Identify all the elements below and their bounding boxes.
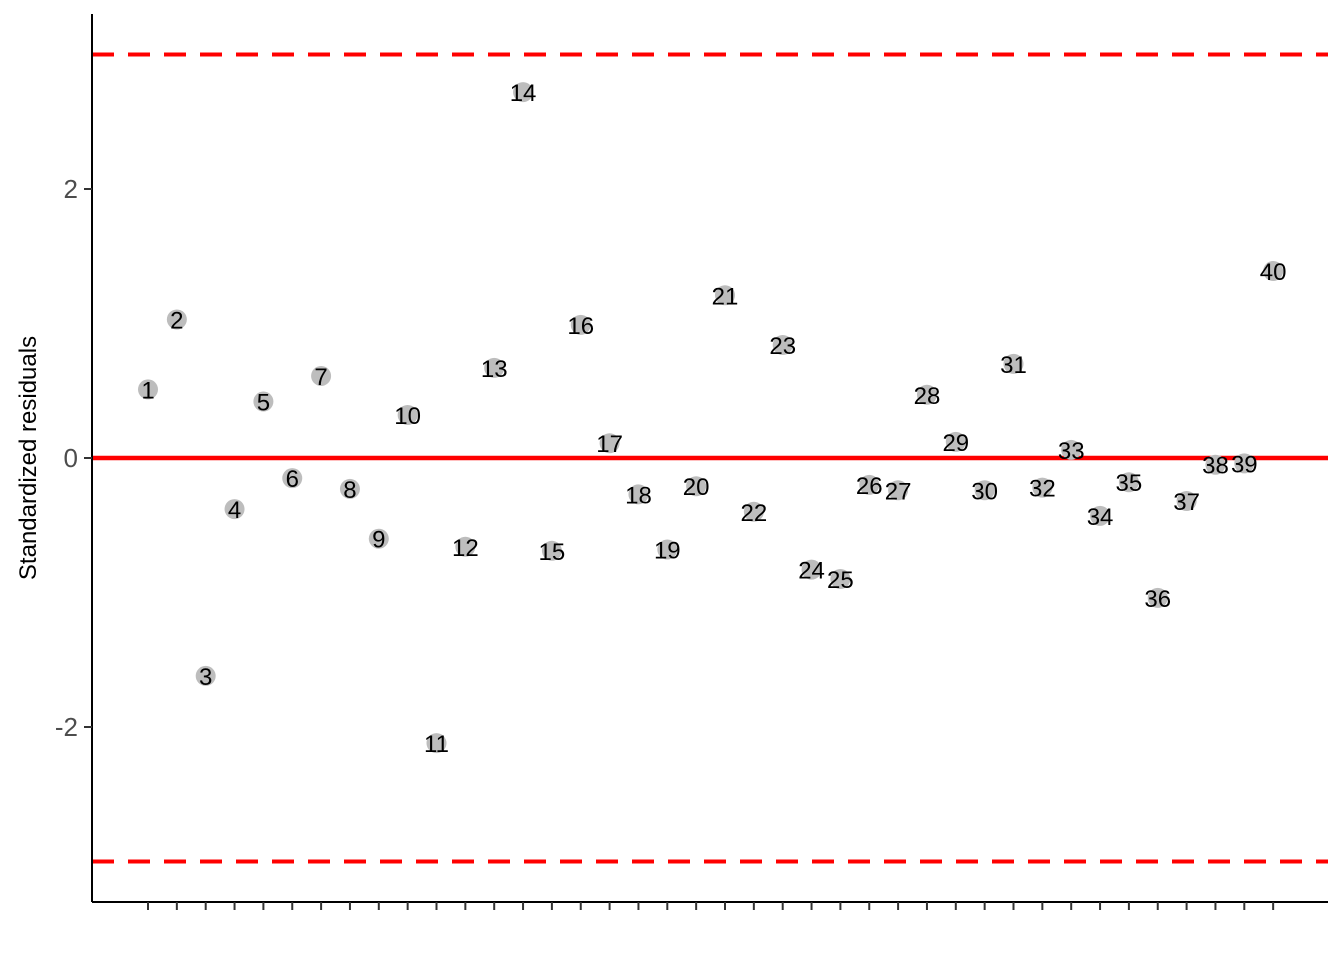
data-point xyxy=(339,478,360,499)
data-point xyxy=(138,379,158,400)
y-tick-label: 2 xyxy=(64,174,78,204)
point-label: 1 xyxy=(141,377,154,404)
data-point xyxy=(513,82,534,103)
point-label: 33 xyxy=(1058,438,1085,465)
data-point xyxy=(455,536,476,557)
point-label: 25 xyxy=(827,567,854,594)
point-label: 35 xyxy=(1116,470,1143,497)
data-point xyxy=(166,309,187,330)
data-point xyxy=(484,357,505,378)
point-label: 17 xyxy=(596,431,623,458)
point-label: 16 xyxy=(567,313,594,340)
data-point xyxy=(1234,453,1255,474)
data-point xyxy=(743,501,764,522)
point-label: 31 xyxy=(1000,352,1027,379)
points-layer xyxy=(138,82,1284,754)
data-point xyxy=(1176,491,1197,512)
point-label: 22 xyxy=(740,500,767,527)
data-point xyxy=(397,404,418,425)
y-tick-label: 0 xyxy=(64,443,78,473)
data-point xyxy=(1032,477,1053,498)
point-label: 21 xyxy=(712,283,739,310)
point-label: 23 xyxy=(769,333,796,360)
data-point xyxy=(916,384,937,405)
point-label: 39 xyxy=(1231,451,1258,478)
point-label: 20 xyxy=(683,474,710,501)
point-label: 34 xyxy=(1087,504,1114,531)
data-point xyxy=(686,476,707,497)
data-point xyxy=(1147,587,1168,608)
data-point xyxy=(1263,261,1284,282)
data-point xyxy=(859,474,880,495)
data-point xyxy=(801,559,822,580)
data-point xyxy=(368,528,389,549)
data-point xyxy=(426,733,447,754)
point-label: 8 xyxy=(343,477,356,504)
point-label: 12 xyxy=(452,535,479,562)
data-point xyxy=(1205,454,1226,475)
point-label: 4 xyxy=(228,497,241,524)
point-label: 18 xyxy=(625,482,652,509)
data-point xyxy=(311,365,332,386)
data-point xyxy=(599,433,620,454)
point-label: 19 xyxy=(654,537,681,564)
point-label: 32 xyxy=(1029,476,1056,503)
data-point xyxy=(1090,505,1111,526)
data-point xyxy=(974,480,995,501)
data-point xyxy=(195,665,216,686)
point-label: 40 xyxy=(1260,259,1287,286)
data-point xyxy=(772,335,793,356)
data-point xyxy=(715,285,735,306)
point-label: 6 xyxy=(286,466,299,493)
data-point xyxy=(1003,353,1024,374)
point-label: 26 xyxy=(856,473,883,500)
data-point xyxy=(1118,472,1139,493)
point-label: 24 xyxy=(798,558,825,585)
point-label: 13 xyxy=(481,356,508,383)
axes: -2 0 2 xyxy=(55,14,1328,910)
data-point xyxy=(224,499,245,520)
y-axis-title: Standardized residuals xyxy=(15,336,42,580)
point-label: 30 xyxy=(971,478,998,505)
data-point xyxy=(657,539,678,560)
data-point xyxy=(253,391,274,412)
data-point xyxy=(888,480,909,501)
point-label: 9 xyxy=(372,527,385,554)
data-point xyxy=(945,431,966,452)
point-label: 38 xyxy=(1202,453,1229,480)
point-label: 29 xyxy=(942,430,969,457)
point-label: 2 xyxy=(170,307,183,334)
point-label: 14 xyxy=(510,80,537,107)
data-point xyxy=(570,314,591,335)
point-label: 36 xyxy=(1144,586,1171,613)
data-point xyxy=(1061,439,1082,460)
point-label: 27 xyxy=(885,478,912,505)
point-label: 5 xyxy=(257,390,270,417)
point-label: 11 xyxy=(424,731,449,758)
point-label: 37 xyxy=(1173,489,1200,516)
point-label: 3 xyxy=(199,664,212,691)
data-point xyxy=(282,468,303,489)
point-label: 7 xyxy=(314,364,327,391)
data-point xyxy=(830,569,851,590)
reference-lines xyxy=(92,52,1328,864)
point-label: 10 xyxy=(394,403,421,430)
data-point xyxy=(628,484,649,505)
y-tick-label: -2 xyxy=(55,712,78,742)
point-label: 15 xyxy=(539,539,566,566)
point-label: 28 xyxy=(914,383,941,410)
data-point xyxy=(541,540,562,561)
